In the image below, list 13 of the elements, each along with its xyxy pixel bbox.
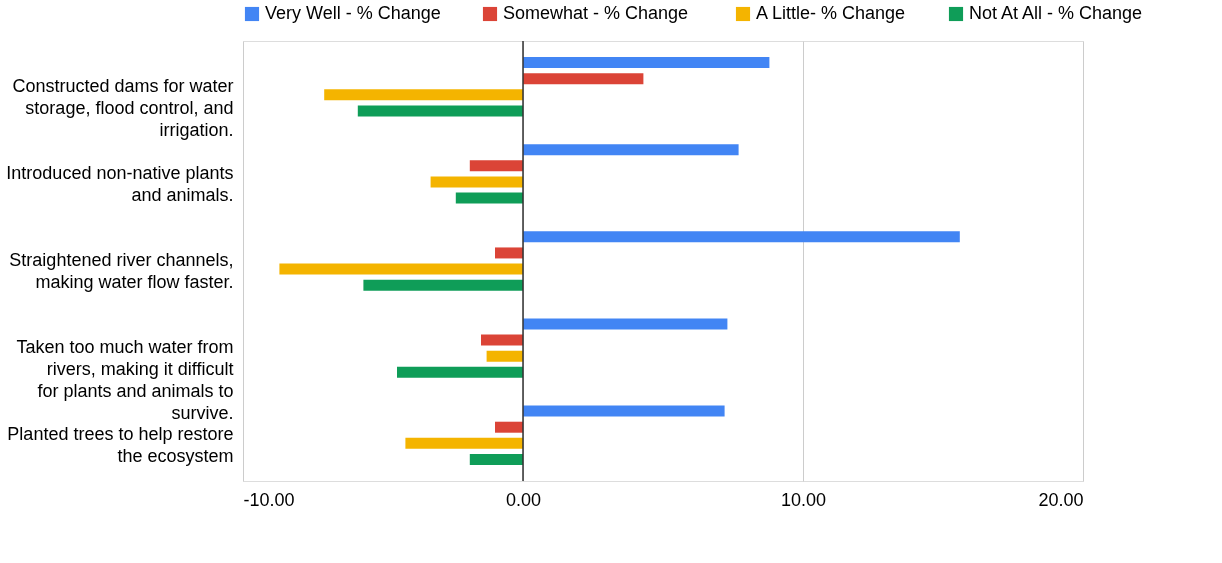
legend-label: Not At All - % Change: [969, 3, 1143, 23]
y-tick-label: Constructed dams for water storage, flood control, and irrigation.: [12, 75, 234, 140]
y-tick-label: Taken too much water from rivers, making it difficult for plants and animals to survive.: [16, 337, 234, 424]
legend-label: Somewhat - % Change: [503, 3, 689, 23]
x-tick-label: 10.00: [780, 489, 827, 510]
x-tick-label: -10.00: [243, 489, 295, 510]
y-tick-label: Introduced non-native plants and animals.: [6, 162, 234, 205]
legend-label: Very Well - % Change: [265, 3, 441, 23]
x-tick-label: 0.00: [505, 489, 542, 510]
legend-label: A Little- % Change: [756, 3, 906, 23]
y-tick-label: Planted trees to help restore the ecosystem: [7, 424, 234, 467]
y-tick-label: Straightened river channels, making water flow faster.: [9, 250, 234, 292]
x-tick-label: 20.00: [1038, 489, 1084, 510]
